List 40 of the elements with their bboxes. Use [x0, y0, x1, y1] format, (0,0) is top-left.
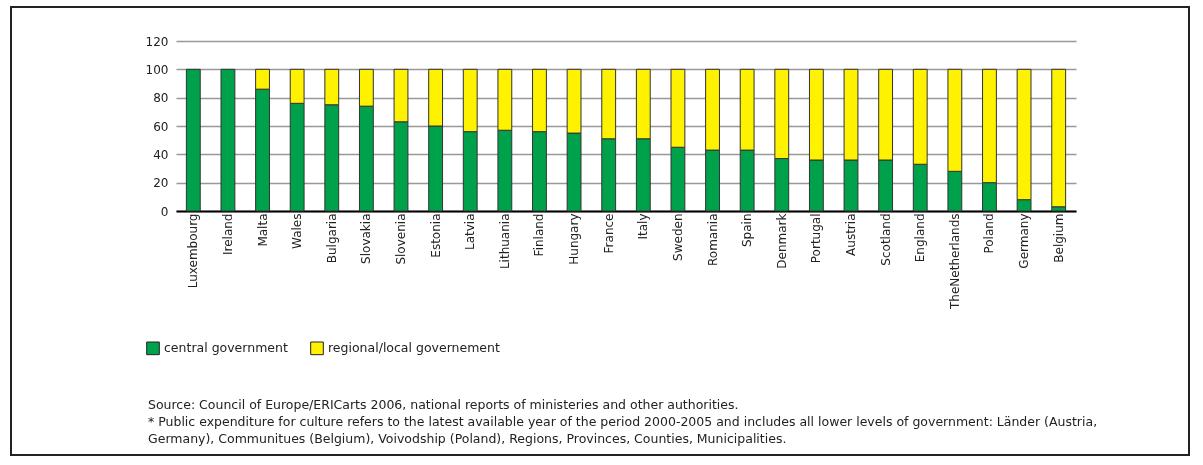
y-tick-label: 0 [160, 204, 169, 219]
x-tick-label: Austria [844, 213, 858, 256]
x-tick-label: TheNetherlands [947, 213, 962, 310]
x-tick-label: Scotland [878, 213, 893, 266]
x-tick-label: Slovenia [394, 213, 408, 265]
x-tick-label: Denmark [774, 213, 789, 269]
y-tick-label: 100 [145, 62, 169, 77]
bar [220, 68, 236, 212]
text: * Public expenditure for culture refers to the latest available year of the period 2000-2005 and includes all lower levels of government: Länder (Austria, Germany), Communitues (Belgium), Voivodship (Poland), Regions, Provinces, Counties, Municipalities. [148, 413, 1099, 447]
x-tick-label: Romania [705, 213, 720, 266]
y-tick-label: 40 [153, 147, 169, 162]
legend-label: regional/local governement [328, 340, 500, 356]
x-tick-label: Latvia [463, 213, 478, 251]
x-tick-label: Finland [532, 213, 547, 257]
x-tick-label: Hungary [567, 213, 582, 265]
x-tick-label: Lithuania [497, 213, 512, 270]
x-tick-label: Luxembourg [186, 213, 201, 289]
y-tick-label: 120 [145, 34, 169, 49]
source-note: Source: Council of Europe/ERICarts 2006, national reports of ministeries and other authorities. [148, 396, 740, 413]
x-tick-label: Portugal [809, 213, 824, 264]
x-tick-label: Italy [636, 213, 651, 240]
y-tick-label: 20 [153, 176, 169, 191]
bar [1051, 68, 1067, 208]
legend-label: central government [164, 340, 288, 356]
x-tick-label: England [913, 213, 928, 263]
x-tick-label: Estonia [428, 213, 443, 258]
x-tick-label: Sweden [670, 213, 685, 261]
x-tick-label: Malta [255, 213, 270, 247]
y-tick-label: 80 [153, 91, 169, 106]
x-tick-label: Slovakia [359, 213, 374, 264]
x-tick-label: Wales [290, 213, 305, 249]
x-tick-label: Ireland [220, 213, 235, 256]
x-tick-label: Germany [1017, 213, 1032, 269]
x-tick-label: Belgium [1051, 213, 1066, 263]
x-tick-label: Bulgaria [324, 213, 339, 264]
y-tick-label: 60 [153, 119, 169, 134]
x-tick-label: Spain [740, 213, 755, 248]
bar [185, 68, 201, 212]
x-tick-label: Poland [982, 213, 997, 254]
x-tick-label: France [601, 213, 616, 254]
